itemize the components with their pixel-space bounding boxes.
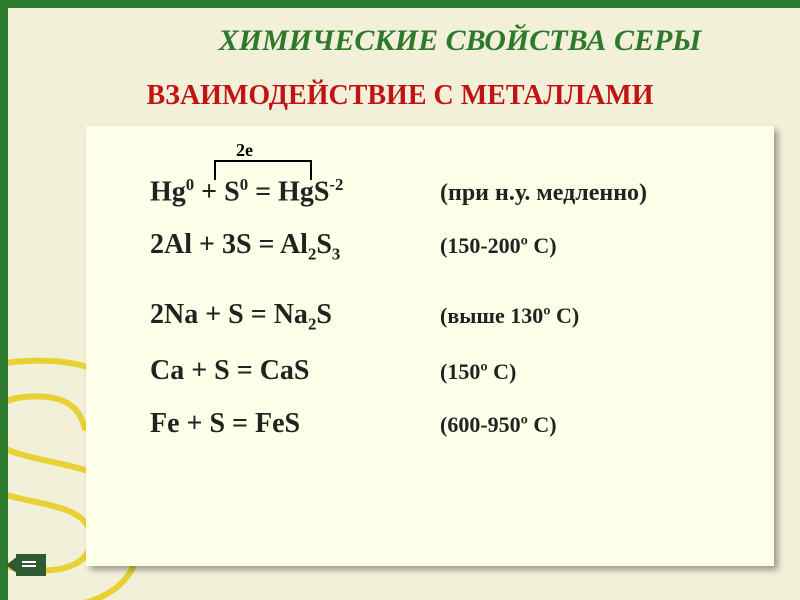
page-title: ХИМИЧЕСКИЕ СВОЙСТВА СЕРЫ — [0, 24, 800, 58]
equation-condition: (выше 130º С) — [440, 304, 579, 328]
equation-row: Fe + S = FeS (600-950º С) — [150, 409, 750, 440]
electron-bracket — [214, 160, 312, 180]
page-subtitle: ВЗАИМОДЕЙСТВИЕ С МЕТАЛЛАМИ — [0, 80, 800, 112]
equation-lhs: Ca + S = CaS — [150, 356, 440, 387]
equation-lhs: Fe + S = FeS — [150, 409, 440, 440]
equation-row: 2Al + 3S = Al2S3 (150-200º С) — [150, 230, 750, 264]
equation-condition: (150º С) — [440, 360, 516, 384]
content-panel: 2e Hg0 + S0 = HgS-2 (при н.у. медленно) … — [86, 126, 774, 566]
equation-condition: (при н.у. медленно) — [440, 180, 647, 206]
equation-condition: (600-950º С) — [440, 413, 557, 437]
equation-row: Ca + S = CaS (150º С) — [150, 356, 750, 387]
equation-lhs: 2Na + S = Na2S — [150, 300, 440, 334]
equation-condition: (150-200º С) — [440, 234, 557, 258]
equation-row: Hg0 + S0 = HgS-2 (при н.у. медленно) — [150, 176, 750, 208]
electron-count-label: 2e — [236, 140, 253, 161]
prev-slide-button[interactable] — [16, 554, 46, 576]
equation-lhs: 2Al + 3S = Al2S3 — [150, 230, 440, 264]
top-border — [0, 0, 800, 8]
slide: S ХИМИЧЕСКИЕ СВОЙСТВА СЕРЫ ВЗАИМОДЕЙСТВИ… — [0, 0, 800, 600]
equation-row: 2Na + S = Na2S (выше 130º С) — [150, 300, 750, 334]
equation-lhs: Hg0 + S0 = HgS-2 — [150, 176, 440, 208]
